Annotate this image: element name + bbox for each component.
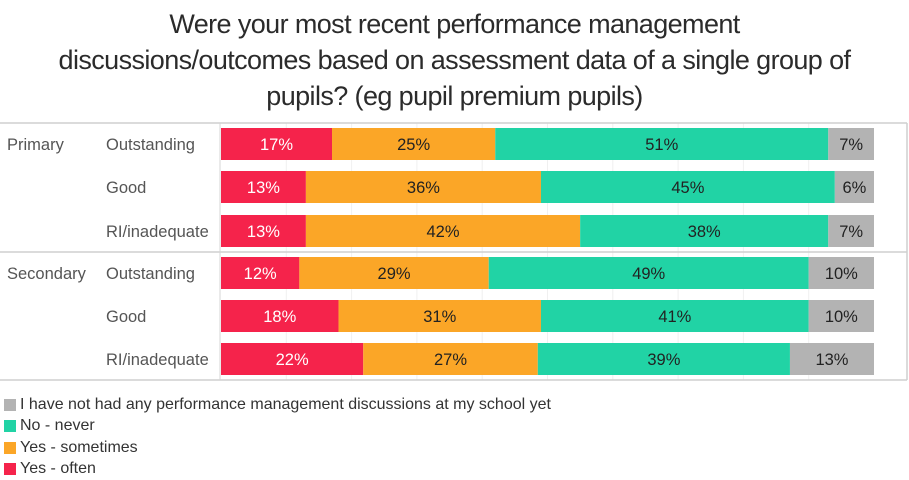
group-label: Secondary xyxy=(7,265,87,283)
bar-segment xyxy=(338,300,541,332)
data-label: 25% xyxy=(397,136,430,154)
legend-label: Yes - sometimes xyxy=(20,438,138,456)
legend-label: No - never xyxy=(20,417,95,435)
data-label: 42% xyxy=(427,223,460,241)
legend-item-no-never[interactable]: No - never xyxy=(4,416,551,438)
bar-segment xyxy=(299,257,489,289)
legend-item-not-had[interactable]: I have not had any performance managemen… xyxy=(4,394,551,416)
bar-segment xyxy=(808,257,874,289)
bar-segment xyxy=(540,300,809,332)
data-label: 13% xyxy=(247,179,280,197)
bar-segment xyxy=(221,215,306,247)
bar-segment xyxy=(332,128,496,160)
data-label: 49% xyxy=(632,265,665,283)
legend-item-yes-sometimes[interactable]: Yes - sometimes xyxy=(4,437,551,459)
legend-label: Yes - often xyxy=(20,460,96,478)
data-label: 18% xyxy=(263,308,296,326)
bar-segment xyxy=(305,215,581,247)
data-label: 13% xyxy=(815,351,848,369)
legend: I have not had any performance managemen… xyxy=(4,394,551,480)
bar-segment xyxy=(221,128,333,160)
data-label: 17% xyxy=(260,136,293,154)
data-label: 10% xyxy=(825,265,858,283)
bar-segment xyxy=(789,343,874,375)
bar-segment xyxy=(221,257,300,289)
legend-swatch xyxy=(4,441,16,454)
category-label: Outstanding xyxy=(106,136,195,154)
bar-segment xyxy=(363,343,538,375)
bar-segment xyxy=(221,300,339,332)
title-line: Were your most recent performance manage… xyxy=(169,9,740,39)
data-label: 22% xyxy=(276,351,309,369)
category-label: RI/inadequate xyxy=(106,223,209,241)
bar-segment xyxy=(495,128,829,160)
data-label: 38% xyxy=(688,223,721,241)
bar-segment xyxy=(488,257,809,289)
data-label: 41% xyxy=(658,308,691,326)
category-label: Good xyxy=(106,308,146,326)
data-label: 51% xyxy=(645,136,678,154)
bar-segment xyxy=(828,215,874,247)
bar-segment xyxy=(540,171,835,203)
category-label: RI/inadequate xyxy=(106,351,209,369)
data-label: 13% xyxy=(247,223,280,241)
legend-swatch xyxy=(4,398,16,411)
data-label: 36% xyxy=(407,179,440,197)
data-label: 6% xyxy=(842,179,866,197)
data-label: 7% xyxy=(839,136,863,154)
title-line: pupils? (eg pupil premium pupils) xyxy=(266,81,643,111)
bar-segment xyxy=(305,171,541,203)
stacked-bar-chart: Primary Outstanding Good RI/inadequate Secon… xyxy=(0,122,908,381)
chart-title: Were your most recent performance manage… xyxy=(0,6,909,114)
title-line: discussions/outcomes based on assessment… xyxy=(58,45,851,75)
category-label: Good xyxy=(106,179,146,197)
legend-label: I have not had any performance managemen… xyxy=(20,395,551,413)
group-label: Primary xyxy=(7,136,65,154)
bar-segment xyxy=(221,343,364,375)
legend-swatch xyxy=(4,420,16,433)
data-label: 29% xyxy=(378,265,411,283)
data-label: 45% xyxy=(671,179,704,197)
data-label: 10% xyxy=(825,308,858,326)
legend-item-yes-often[interactable]: Yes - often xyxy=(4,459,551,480)
bar-segment xyxy=(834,171,874,203)
data-label: 27% xyxy=(434,351,467,369)
bar-segment xyxy=(828,128,874,160)
bar-segment xyxy=(808,300,874,332)
data-label: 31% xyxy=(423,308,456,326)
legend-swatch xyxy=(4,463,16,476)
data-label: 39% xyxy=(647,351,680,369)
data-label: 12% xyxy=(244,265,277,283)
bar-segment xyxy=(537,343,790,375)
category-label: Outstanding xyxy=(106,265,195,283)
data-label: 7% xyxy=(839,223,863,241)
bar-segment xyxy=(221,171,306,203)
bar-segment xyxy=(580,215,829,247)
